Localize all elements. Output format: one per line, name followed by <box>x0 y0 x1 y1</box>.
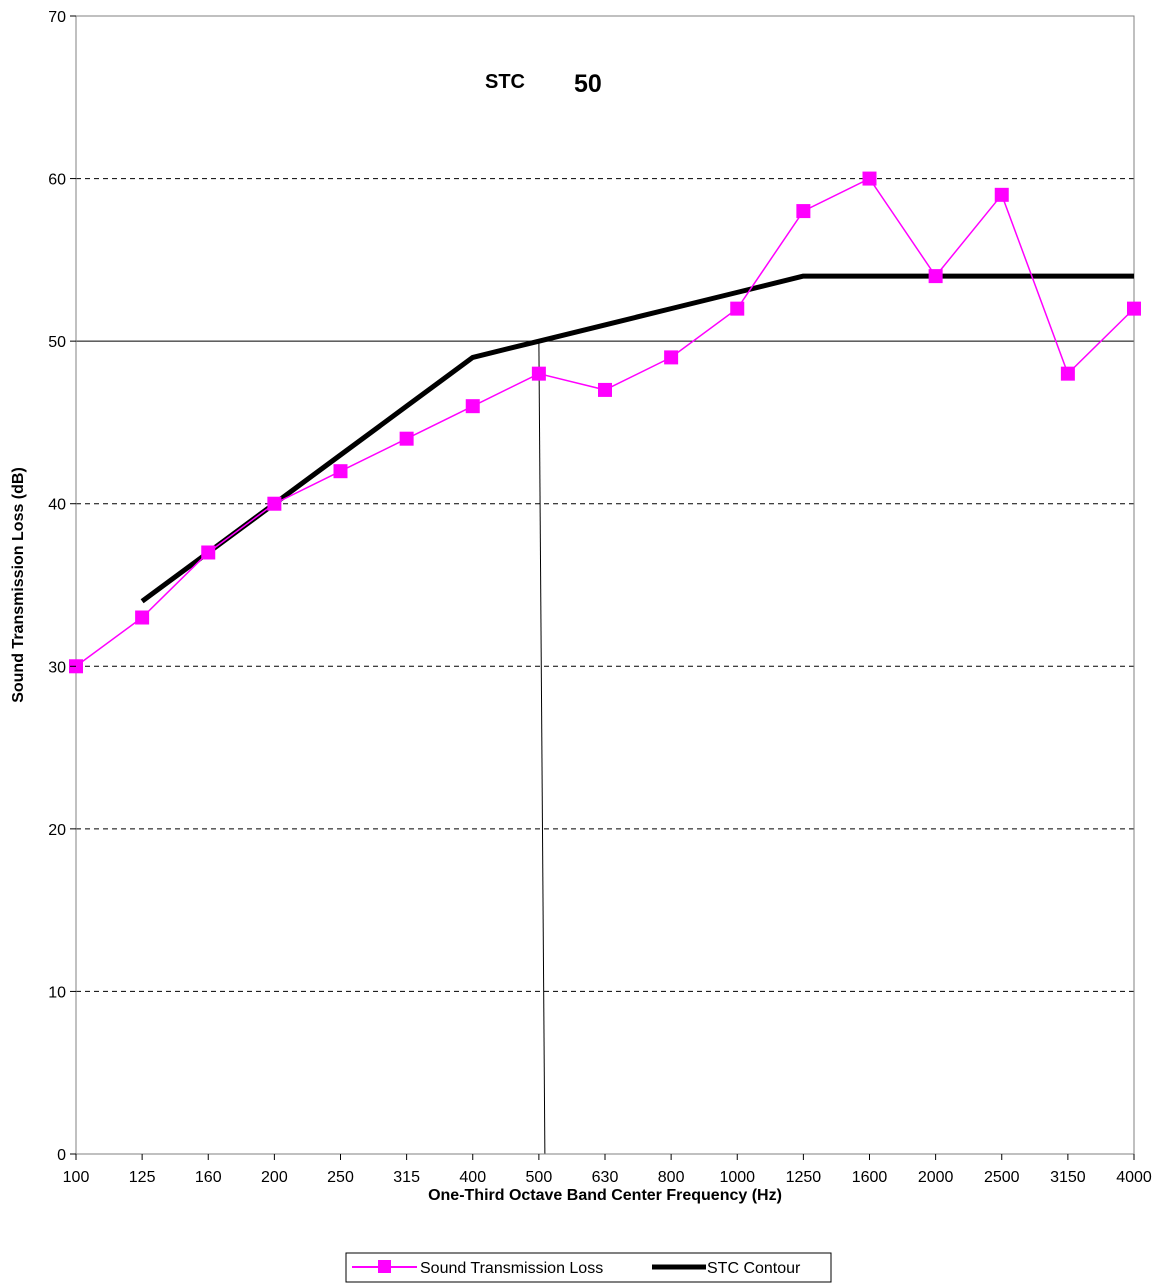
series-line-stc-contour <box>140 273 1134 604</box>
y-tick-label: 40 <box>48 497 66 514</box>
x-tick-label: 500 <box>526 1169 553 1186</box>
x-tick-label: 800 <box>658 1169 685 1186</box>
data-point-sound-transmission-loss <box>994 187 1009 202</box>
reference-line-vertical <box>538 341 546 1155</box>
x-tick-label: 1000 <box>719 1169 755 1186</box>
y-tick-label: 30 <box>48 659 66 676</box>
legend-box <box>345 1252 832 1283</box>
x-tick-label: 100 <box>63 1169 90 1186</box>
x-tick-label: 200 <box>261 1169 288 1186</box>
x-axis-label: One-Third Octave Band Center Frequency (… <box>428 1187 782 1204</box>
x-tick-label: 400 <box>459 1169 486 1186</box>
data-point-sound-transmission-loss <box>1127 301 1141 316</box>
y-tick-label: 50 <box>48 334 66 351</box>
x-tick-label: 4000 <box>1116 1169 1152 1186</box>
x-tick-label: 630 <box>592 1169 619 1186</box>
series-line-sound-transmission-loss <box>75 177 1135 667</box>
x-tick-label: 1600 <box>852 1169 888 1186</box>
data-point-sound-transmission-loss <box>531 366 546 381</box>
data-point-sound-transmission-loss <box>135 610 150 625</box>
x-tick-label: 125 <box>129 1169 156 1186</box>
x-tick-labels: 100 125 160 200 250 315 400 500 630 800 1000 1250 16… <box>63 1154 1152 1186</box>
legend-contour-label: STC Contour <box>707 1260 801 1277</box>
x-tick-label: 160 <box>195 1169 222 1186</box>
data-point-sound-transmission-loss <box>267 496 282 511</box>
series-layer <box>69 171 1141 674</box>
legend: Sound Transmission Loss STC Contour <box>345 1252 832 1283</box>
y-tick-label: 20 <box>48 822 66 839</box>
stc-annotation-label: STC <box>485 71 525 93</box>
x-tick-label: 2500 <box>984 1169 1020 1186</box>
data-point-sound-transmission-loss <box>730 301 745 316</box>
data-point-sound-transmission-loss <box>1060 366 1075 381</box>
y-tick-label: 70 <box>48 9 66 26</box>
gridlines <box>76 178 1134 992</box>
plot-area <box>75 15 1135 1155</box>
legend-stl-label: Sound Transmission Loss <box>420 1260 603 1277</box>
data-point-sound-transmission-loss <box>796 204 811 219</box>
y-tick-labels: 0 10 20 30 40 50 60 70 <box>48 9 76 1164</box>
stc-annotation-value: 50 <box>574 70 602 98</box>
x-tick-label: 3150 <box>1050 1169 1086 1186</box>
x-tick-label: 2000 <box>918 1169 954 1186</box>
y-tick-label: 10 <box>48 984 66 1001</box>
data-point-sound-transmission-loss <box>664 350 679 365</box>
data-point-sound-transmission-loss <box>201 545 216 560</box>
data-point-sound-transmission-loss <box>862 171 877 186</box>
x-tick-label: 1250 <box>786 1169 822 1186</box>
legend-stl-swatch-marker <box>378 1260 391 1273</box>
data-point-sound-transmission-loss <box>465 399 480 414</box>
y-tick-label: 0 <box>57 1147 66 1164</box>
x-tick-label: 250 <box>327 1169 354 1186</box>
y-tick-label: 60 <box>48 172 66 189</box>
y-axis-label: Sound Transmission Loss (dB) <box>10 467 27 703</box>
data-point-sound-transmission-loss <box>928 269 943 284</box>
x-tick-label: 315 <box>393 1169 420 1186</box>
data-point-sound-transmission-loss <box>333 464 348 479</box>
reference-lines <box>76 340 1134 1155</box>
data-point-sound-transmission-loss <box>399 431 414 446</box>
data-point-sound-transmission-loss <box>598 382 612 397</box>
